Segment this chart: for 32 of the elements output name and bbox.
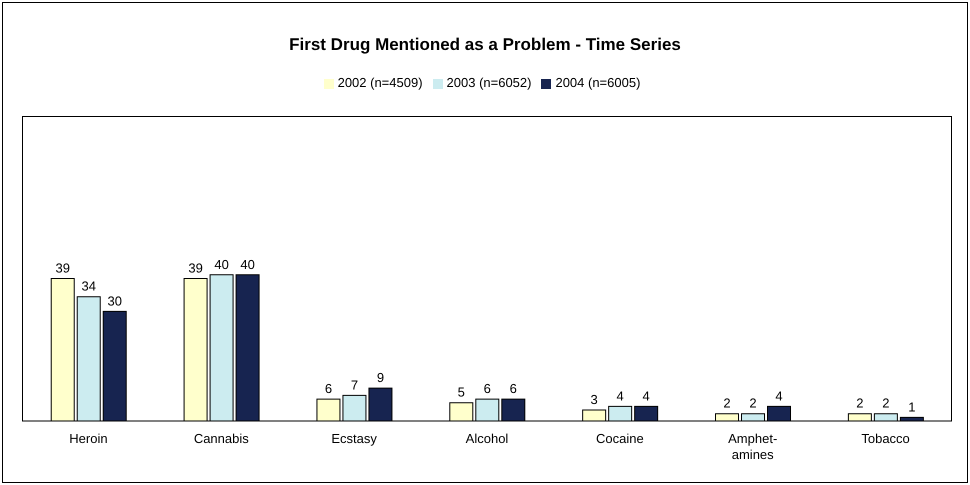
data-label: 9 xyxy=(376,370,384,386)
data-label: 6 xyxy=(324,381,332,396)
legend-label: 2004 (n=6005) xyxy=(555,75,640,90)
data-label: 2 xyxy=(882,396,890,411)
x-tick-label: Cocaine xyxy=(596,431,644,446)
data-label: 2 xyxy=(749,396,757,411)
data-label: 2 xyxy=(723,396,731,411)
data-label: 30 xyxy=(107,293,122,308)
x-tick-label: Heroin xyxy=(69,431,108,446)
legend-label: 2003 (n=6052) xyxy=(446,75,532,90)
data-label: 5 xyxy=(458,384,465,400)
x-tick-label: Alcohol xyxy=(466,431,508,446)
legend-label: 2002 (n=4509) xyxy=(338,75,423,90)
data-label: 7 xyxy=(350,377,358,392)
data-label: 4 xyxy=(616,388,624,404)
data-label: 34 xyxy=(81,278,96,294)
data-label: 6 xyxy=(484,381,491,396)
x-tick-label: Cannabis xyxy=(194,431,250,446)
data-label: 40 xyxy=(214,256,229,272)
data-label: 1 xyxy=(908,399,916,414)
data-label: 40 xyxy=(240,256,255,272)
x-tick-label: Amphet- amines xyxy=(728,431,778,462)
data-label: 3 xyxy=(590,392,598,408)
data-label: 2 xyxy=(856,396,864,411)
data-label: 39 xyxy=(55,260,70,276)
data-label: 4 xyxy=(642,388,650,404)
chart-title: First Drug Mentioned as a Problem - Time Series xyxy=(288,35,682,55)
x-tick-label: Ecstasy xyxy=(331,431,378,446)
data-label: 6 xyxy=(510,381,517,396)
x-tick-label: Tobacco xyxy=(861,431,910,446)
data-label: 4 xyxy=(775,388,783,404)
data-label: 39 xyxy=(188,260,203,276)
